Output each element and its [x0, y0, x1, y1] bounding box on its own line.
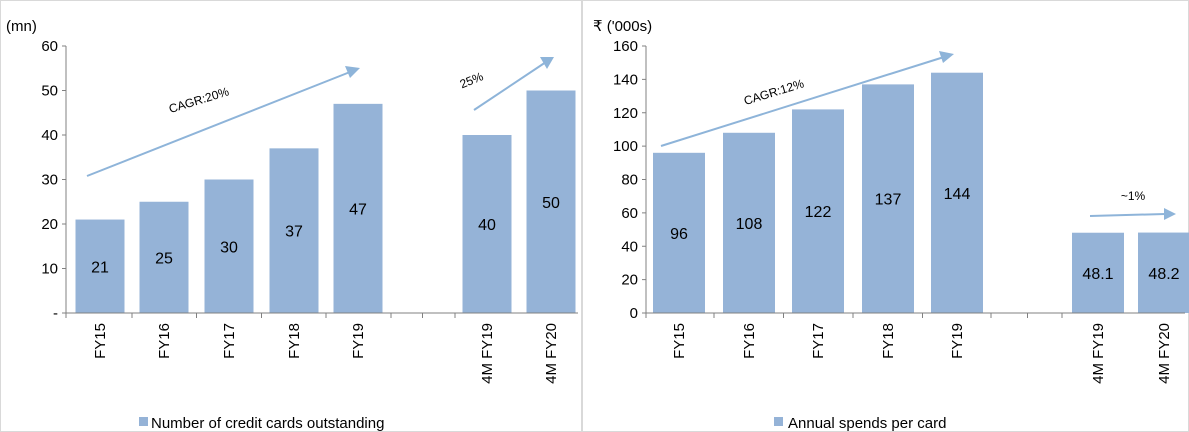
bar-4m-fy19	[462, 135, 512, 313]
data-label: 47	[349, 201, 367, 218]
bar-fy19	[333, 103, 383, 313]
data-label: 21	[91, 259, 109, 276]
x-category-label: FY16	[156, 323, 173, 359]
x-category-label: FY15	[671, 323, 688, 359]
bar-fy18	[862, 84, 914, 313]
x-category-label: FY18	[286, 323, 303, 359]
y-tick-label: -	[53, 305, 58, 322]
legend-swatch	[139, 417, 148, 426]
growth-arrow-left	[473, 57, 554, 111]
y-tick-label: 40	[41, 127, 58, 144]
bar-fy18	[269, 148, 319, 313]
y-tick-label: 30	[41, 172, 58, 189]
y-tick-label: 10	[41, 261, 58, 278]
legend-label: Number of credit cards outstanding	[151, 415, 384, 432]
legend-right: Annual spends per card	[774, 415, 946, 432]
x-category-label: 4M FY20	[543, 323, 560, 384]
x-category-label: FY17	[810, 323, 827, 359]
bar-fy16	[723, 132, 775, 313]
legend-label: Annual spends per card	[788, 415, 946, 432]
y-unit-label: (mn)	[6, 18, 37, 35]
bar-fy17	[204, 179, 254, 313]
y-tick-label: 80	[621, 172, 638, 189]
y-tick-label: 140	[613, 71, 638, 88]
x-category-label: FY15	[92, 323, 109, 359]
bar-fy16	[139, 201, 189, 313]
data-label: 108	[736, 216, 763, 233]
data-label: 25	[155, 250, 173, 267]
y-unit-label: ₹ ('000s)	[593, 18, 652, 35]
data-label: 96	[670, 226, 688, 243]
x-category-label: FY19	[949, 323, 966, 359]
cagr-arrow-right	[660, 51, 954, 147]
data-label: 48.2	[1148, 266, 1179, 283]
y-tick-label: 120	[613, 105, 638, 122]
bar-fy19	[931, 72, 983, 313]
y-tick-label: 60	[621, 205, 638, 222]
data-label: 30	[220, 239, 238, 256]
y-tick-label: 20	[41, 216, 58, 233]
legend-left: Number of credit cards outstanding	[139, 415, 384, 432]
bar-fy15	[653, 152, 705, 313]
bar-fy15	[75, 219, 125, 313]
y-tick-label: 100	[613, 138, 638, 155]
data-label: 137	[875, 192, 902, 209]
y-tick-label: 40	[621, 238, 638, 255]
bar-4m-fy20	[526, 90, 576, 313]
annual-spends-chart: ₹ ('000s) 0 20 40 60 80 100 120 140 160 96 108 122…	[593, 18, 1189, 432]
cagr-arrow-left	[86, 66, 360, 177]
growth-arrow-right	[1089, 208, 1176, 220]
x-category-label: FY16	[741, 323, 758, 359]
credit-cards-chart: (mn) - 10 20 30 40 50 60 21 25 30 37 47 40 50 FY15 FY…	[6, 18, 578, 432]
legend-swatch	[774, 417, 783, 426]
x-category-label: FY19	[350, 323, 367, 359]
x-category-label: 4M FY19	[1090, 323, 1107, 384]
y-tick-label: 20	[621, 272, 638, 289]
x-category-label: 4M FY19	[479, 323, 496, 384]
bar-fy17	[792, 109, 844, 313]
growth-annotation: 25%	[458, 69, 486, 91]
growth-annotation: ~1%	[1121, 189, 1146, 203]
y-tick-label: 50	[41, 83, 58, 100]
data-label: 122	[805, 204, 832, 221]
data-label: 48.1	[1082, 266, 1113, 283]
y-tick-label: 0	[630, 305, 638, 322]
bar-4m-fy19	[1072, 232, 1124, 313]
data-label: 40	[478, 217, 496, 234]
bar-4m-fy20	[1138, 232, 1189, 313]
data-label: 37	[285, 224, 303, 241]
cagr-annotation: CAGR:20%	[167, 84, 231, 116]
x-category-label: FY17	[221, 323, 238, 359]
y-tick-label: 60	[41, 38, 58, 55]
x-category-label: FY18	[880, 323, 897, 359]
data-label: 144	[944, 186, 971, 203]
data-label: 50	[542, 195, 560, 212]
x-category-label: 4M FY20	[1156, 323, 1173, 384]
y-tick-label: 160	[613, 38, 638, 55]
